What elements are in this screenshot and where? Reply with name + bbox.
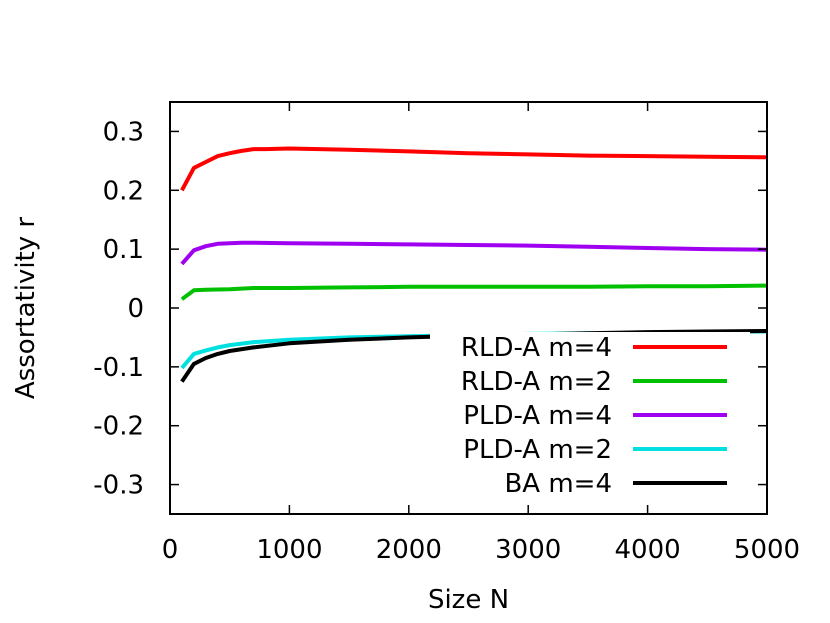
y-tick-label: -0.1 <box>93 353 144 383</box>
y-tick-label: 0.3 <box>103 117 144 147</box>
x-tick-label: 2000 <box>376 535 442 565</box>
x-tick-label: 0 <box>162 535 179 565</box>
series-line-0 <box>180 146 768 192</box>
y-tick-label: -0.2 <box>93 412 144 442</box>
legend-label: PLD-A m=2 <box>463 435 612 465</box>
legend-label: RLD-A m=2 <box>461 367 612 397</box>
x-tick-label: 1000 <box>256 535 322 565</box>
x-tick-label: 4000 <box>615 535 681 565</box>
y-tick-label: -0.3 <box>93 471 144 501</box>
x-axis: 0 1000 2000 3000 4000 5000 <box>162 102 800 565</box>
y-tick-label: 0.2 <box>103 176 144 206</box>
x-axis-title: Size N <box>428 585 509 615</box>
legend-label: PLD-A m=4 <box>463 401 612 431</box>
series-line-2 <box>180 240 768 266</box>
x-tick-label: 3000 <box>495 535 561 565</box>
legend: RLD-A m=4 RLD-A m=2 PLD-A m=4 PLD-A m=2 BA m… <box>430 332 750 500</box>
y-axis: 0.3 0.2 0.1 0 -0.1 -0.2 -0.3 <box>93 117 767 501</box>
legend-label: BA m=4 <box>504 469 612 499</box>
y-tick-label: 0 <box>127 294 144 324</box>
series-line-1 <box>180 283 768 301</box>
x-tick-label: 5000 <box>734 535 800 565</box>
y-axis-title: Assortativity r <box>11 217 41 399</box>
y-tick-label: 0.1 <box>103 235 144 265</box>
legend-label: RLD-A m=4 <box>461 333 612 363</box>
